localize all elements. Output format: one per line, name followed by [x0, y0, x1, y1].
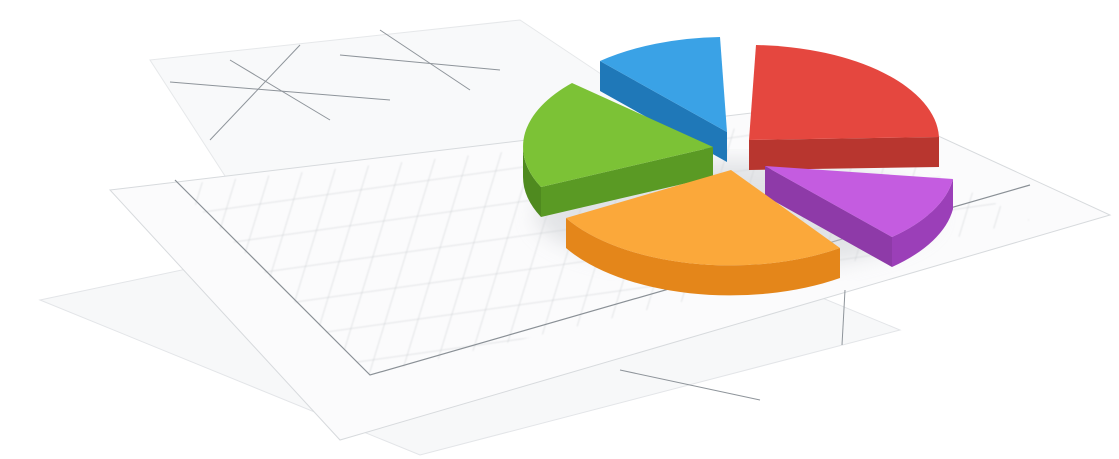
pie-slice — [749, 45, 939, 140]
pie-slice — [765, 166, 953, 237]
pie-slice-side — [749, 137, 939, 170]
pie-slice — [566, 170, 840, 266]
sketch-lines — [169, 29, 846, 401]
pie-slice-side — [892, 179, 953, 267]
pie-slice-side — [541, 147, 713, 217]
pie-slice-side — [523, 147, 541, 217]
pie-slice-side — [600, 61, 727, 162]
pie-slice-side — [566, 218, 840, 296]
pie-slice — [600, 37, 727, 132]
pie-slice-side — [765, 166, 892, 267]
pie-slice — [523, 83, 713, 187]
